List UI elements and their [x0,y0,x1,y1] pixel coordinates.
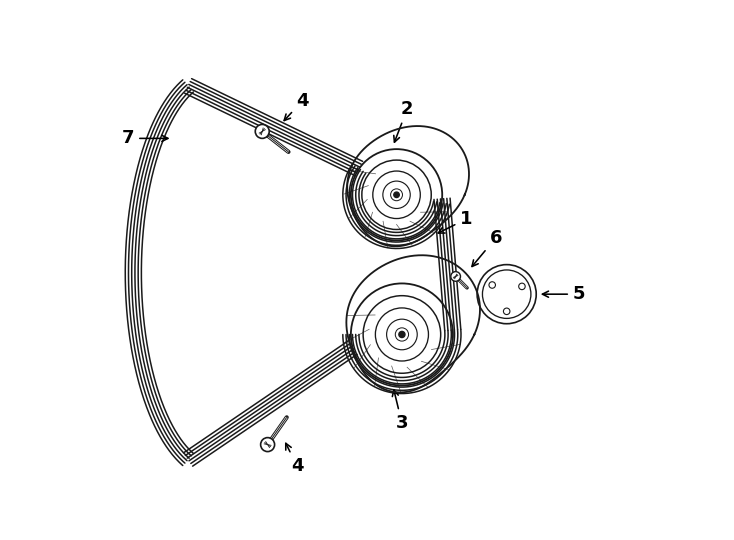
Text: 4: 4 [284,92,309,120]
Text: 6: 6 [472,229,502,267]
Circle shape [399,332,405,338]
Circle shape [255,124,269,138]
Text: 2: 2 [393,100,413,142]
Text: 7: 7 [122,130,168,147]
Text: 1: 1 [438,210,473,233]
Text: 4: 4 [286,443,303,475]
Text: 5: 5 [542,285,586,303]
Circle shape [394,192,399,198]
Circle shape [451,272,460,281]
Text: 3: 3 [393,390,408,432]
Circle shape [261,437,275,451]
